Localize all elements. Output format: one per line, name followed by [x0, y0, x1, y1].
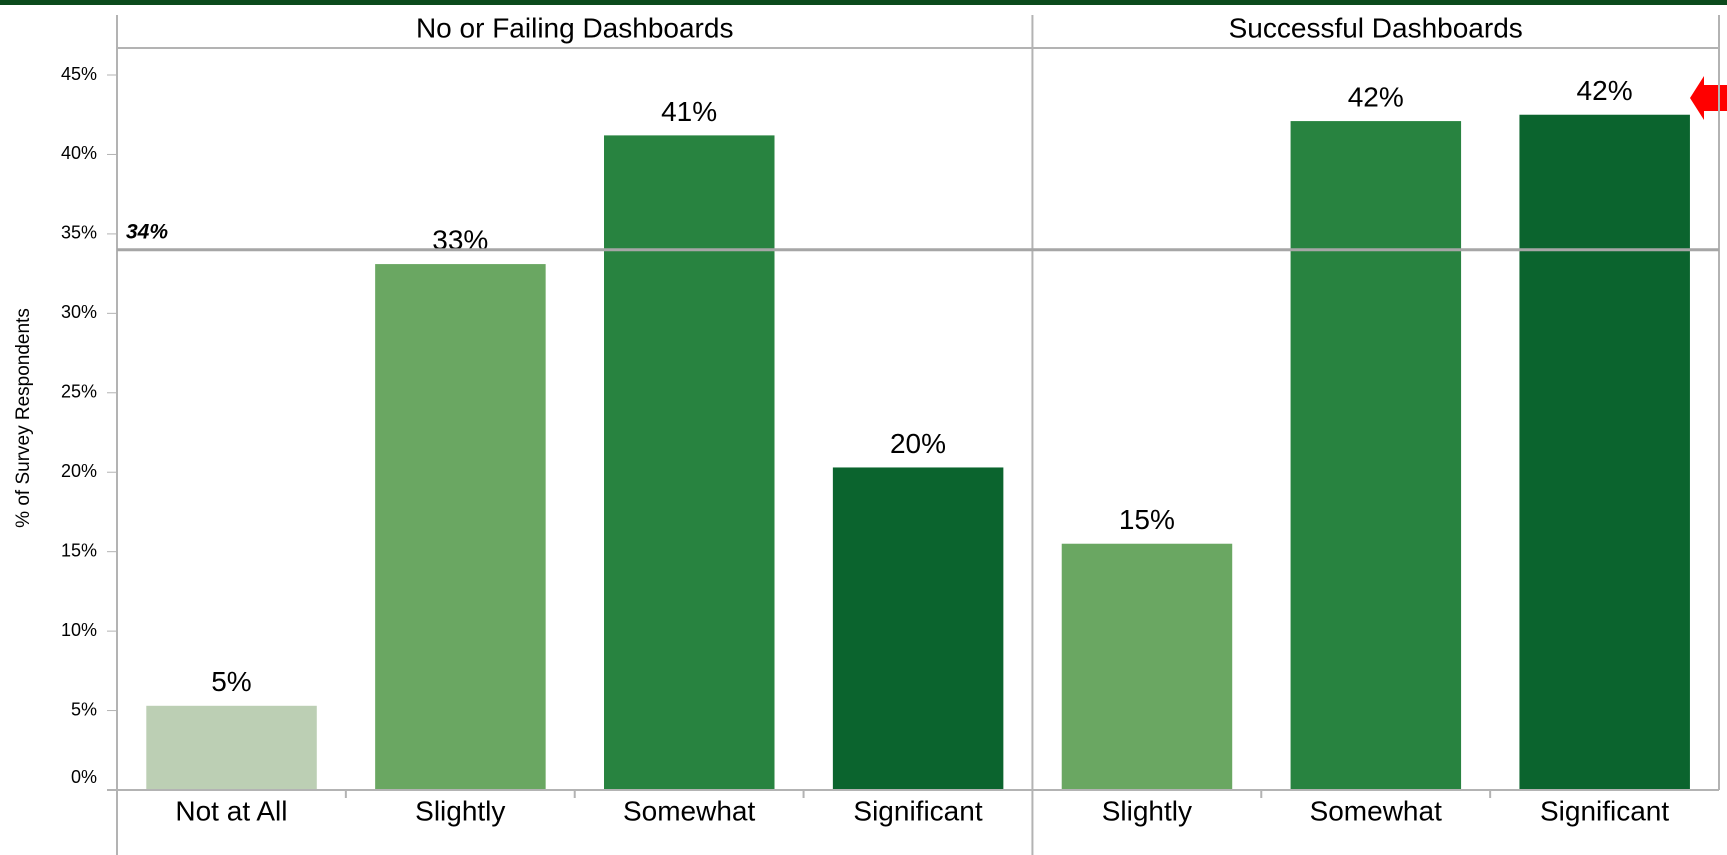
- bar: [832, 467, 1004, 790]
- bar: [375, 264, 546, 790]
- y-axis-label: % of Survey Respondents: [13, 308, 34, 528]
- reference-label: 34%: [126, 220, 168, 243]
- top-bar: [0, 0, 1727, 5]
- x-tick-label: Slightly: [415, 795, 505, 826]
- value-label: 20%: [890, 428, 946, 459]
- x-tick-label: Slightly: [1102, 795, 1192, 826]
- x-tick-label: Not at All: [175, 795, 287, 826]
- x-tick-label: Significant: [853, 795, 982, 826]
- value-label: 41%: [661, 96, 717, 127]
- y-tick-label: 10%: [61, 620, 97, 640]
- y-tick-label: 45%: [61, 64, 97, 84]
- panel-title: Successful Dashboards: [1229, 12, 1523, 43]
- bar: [1519, 114, 1690, 791]
- y-tick-label: 20%: [61, 461, 97, 481]
- y-tick-label: 30%: [61, 302, 97, 322]
- arrow-marker: [1690, 76, 1727, 120]
- value-label: 5%: [211, 666, 251, 697]
- value-label: 42%: [1577, 75, 1633, 106]
- bar: [1061, 543, 1233, 790]
- y-tick-label: 0%: [71, 767, 97, 787]
- x-tick-label: Somewhat: [1310, 795, 1443, 826]
- y-tick-label: 5%: [71, 699, 97, 719]
- value-label: 42%: [1348, 81, 1404, 112]
- value-label: 15%: [1119, 504, 1175, 535]
- y-tick-label: 15%: [61, 540, 97, 560]
- y-tick-label: 35%: [61, 223, 97, 243]
- bar: [146, 705, 317, 790]
- x-tick-label: Significant: [1540, 795, 1669, 826]
- y-tick-label: 40%: [61, 143, 97, 163]
- x-tick-label: Somewhat: [623, 795, 756, 826]
- y-tick-label: 25%: [61, 382, 97, 402]
- bar: [604, 135, 775, 790]
- bar: [1290, 121, 1462, 791]
- panel-title: No or Failing Dashboards: [416, 12, 734, 43]
